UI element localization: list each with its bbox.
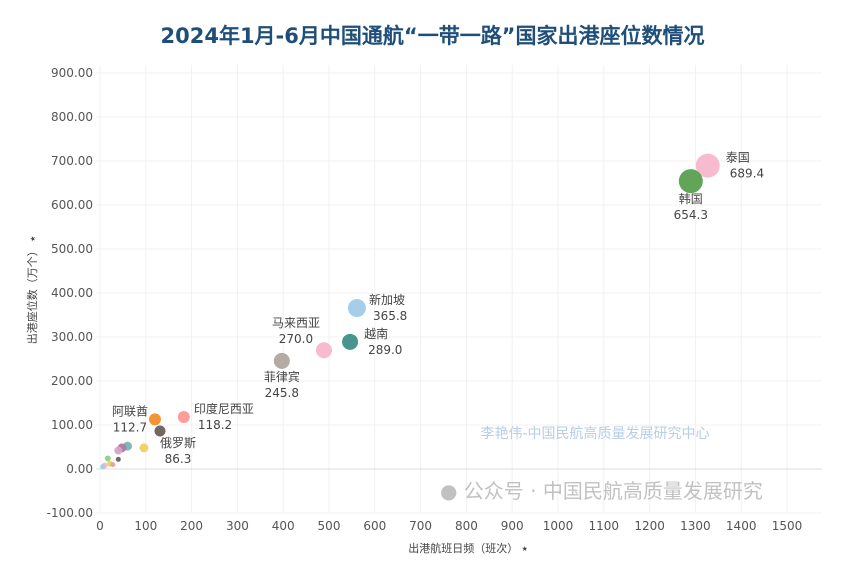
point-value-label: 118.2 [198, 418, 232, 432]
point-value-label: 289.0 [368, 343, 402, 357]
data-point[interactable] [110, 462, 116, 468]
data-point[interactable] [100, 464, 106, 470]
point-value-label: 245.8 [265, 386, 299, 400]
point-value-label: 270.0 [279, 332, 313, 346]
x-tick-label: 800 [455, 519, 478, 533]
data-point[interactable] [342, 333, 359, 350]
y-tick-label: 300.00 [51, 330, 93, 344]
data-point[interactable] [114, 446, 123, 455]
point-value-label: 689.4 [730, 167, 764, 181]
y-tick-label: 0.00 [66, 462, 93, 476]
x-tick-label: 1300 [680, 519, 711, 533]
point-name-label: 新加坡 [369, 292, 405, 307]
data-point[interactable] [695, 153, 720, 178]
point-name-label: 印度尼西亚 [194, 401, 254, 416]
point-name-label: 俄罗斯 [160, 436, 196, 450]
x-tick-label: 1400 [726, 519, 757, 533]
data-point[interactable] [177, 410, 190, 423]
data-point[interactable] [104, 455, 111, 462]
x-tick-label: 0 [96, 519, 104, 533]
watermark: 李艳伟-中国民航高质量发展研究中心 [480, 425, 709, 442]
x-axis-label: 出港航班日频（班次） ⭑ [408, 541, 527, 555]
x-tick-label: 200 [180, 519, 203, 533]
x-tick-label: 900 [501, 519, 524, 533]
y-axis-label: 出港座位数（万个） ⭑ [25, 236, 39, 344]
y-tick-label: 500.00 [51, 242, 93, 256]
data-point[interactable] [315, 342, 332, 359]
x-tick-label: 100 [134, 519, 157, 533]
x-tick-label: 1200 [634, 519, 665, 533]
x-tick-label: 600 [363, 519, 386, 533]
x-tick-label: 500 [318, 519, 341, 533]
data-point[interactable] [347, 299, 366, 318]
y-tick-label: 600.00 [51, 198, 93, 212]
data-point[interactable] [273, 352, 290, 369]
y-tick-label: 800.00 [51, 110, 93, 124]
point-name-label: 泰国 [726, 151, 750, 165]
x-tick-label: 1500 [772, 519, 803, 533]
point-value-label: 86.3 [165, 452, 192, 466]
y-tick-label: 900.00 [51, 66, 93, 80]
chart-title: 2024年1月-6月中国通航“一带一路”国家出港座位数情况 [160, 24, 705, 48]
data-point[interactable] [148, 413, 161, 426]
data-point[interactable] [154, 425, 166, 437]
point-name-label: 菲律宾 [264, 369, 300, 384]
x-tick-label: 700 [409, 519, 432, 533]
point-name-label: 韩国 [679, 191, 703, 206]
y-tick-label: 100.00 [51, 418, 93, 432]
point-name-label: 马来西亚 [272, 316, 320, 330]
point-value-label: 365.8 [373, 309, 407, 323]
point-value-label: 654.3 [674, 208, 708, 222]
x-tick-label: 400 [272, 519, 295, 533]
point-value-label: 112.7 [113, 420, 147, 434]
data-point[interactable] [139, 443, 149, 453]
data-point[interactable] [115, 456, 121, 462]
watermark-bottom: ● 公众号 · 中国民航高质量发展研究 [440, 479, 763, 503]
x-tick-label: 1100 [589, 519, 620, 533]
data-point[interactable] [678, 169, 703, 194]
y-tick-label: -100.00 [47, 506, 93, 520]
y-tick-label: 700.00 [51, 154, 93, 168]
y-tick-label: 400.00 [51, 286, 93, 300]
x-tick-label: 1000 [543, 519, 574, 533]
x-tick-label: 300 [226, 519, 249, 533]
point-name-label: 越南 [364, 326, 388, 341]
point-name-label: 阿联酋 [112, 403, 148, 418]
y-tick-label: 200.00 [51, 374, 93, 388]
